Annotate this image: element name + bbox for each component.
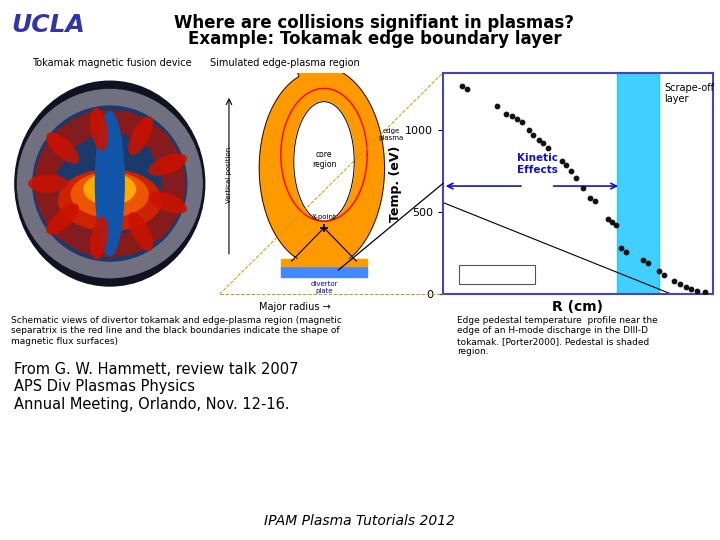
Point	[500, 110, 512, 118]
Point	[556, 157, 567, 166]
Point	[602, 214, 613, 223]
Ellipse shape	[17, 90, 202, 278]
Ellipse shape	[117, 218, 167, 255]
Ellipse shape	[149, 154, 186, 176]
Ellipse shape	[81, 111, 138, 135]
Ellipse shape	[33, 106, 186, 261]
Ellipse shape	[96, 112, 124, 255]
Ellipse shape	[47, 204, 78, 234]
Ellipse shape	[91, 217, 107, 259]
Point	[565, 167, 577, 176]
Point	[506, 111, 518, 120]
Ellipse shape	[53, 112, 103, 150]
Text: X-point: X-point	[312, 214, 336, 220]
Point	[642, 259, 654, 267]
Polygon shape	[281, 266, 367, 276]
Text: Where are collisions signifiant in plasmas?: Where are collisions signifiant in plasm…	[174, 14, 575, 31]
Point	[533, 136, 544, 145]
Point	[590, 197, 601, 205]
Point	[537, 139, 549, 148]
Ellipse shape	[35, 153, 58, 214]
Point	[584, 193, 595, 202]
Point	[560, 160, 572, 169]
Text: Kinetic
Effects: Kinetic Effects	[517, 153, 558, 174]
Ellipse shape	[162, 153, 185, 214]
Point	[615, 244, 626, 253]
Ellipse shape	[117, 112, 167, 150]
Ellipse shape	[84, 174, 135, 205]
Point	[528, 131, 539, 139]
Text: Tokamak magnetic fusion device: Tokamak magnetic fusion device	[32, 57, 192, 68]
X-axis label: R (cm): R (cm)	[552, 300, 603, 314]
Ellipse shape	[58, 170, 161, 231]
Point	[491, 102, 503, 110]
Text: From G. W. Hammett, review talk 2007
APS Div Plasmas Physics
Annual Meeting, Orl: From G. W. Hammett, review talk 2007 APS…	[14, 362, 299, 411]
Bar	[617, 73, 659, 294]
Text: divertor
plate: divertor plate	[310, 281, 338, 294]
Text: Example: Tokamak edge boundary layer: Example: Tokamak edge boundary layer	[188, 30, 561, 48]
Text: edge
plasma: edge plasma	[378, 129, 404, 141]
Point	[610, 221, 621, 230]
Ellipse shape	[37, 126, 72, 180]
Text: Edge pedestal temperature  profile near the
edge of an H-mode discharge in the D: Edge pedestal temperature profile near t…	[457, 316, 658, 356]
Point	[675, 280, 686, 289]
Point	[621, 247, 632, 256]
Text: UCLA: UCLA	[11, 14, 85, 37]
Ellipse shape	[91, 109, 107, 150]
Text: core
region: core region	[312, 150, 336, 169]
Text: Simulated edge-plasma region: Simulated edge-plasma region	[210, 57, 359, 68]
Point	[456, 82, 467, 90]
Point	[523, 126, 535, 134]
Text: Major radius →: Major radius →	[259, 302, 331, 313]
Text: Vertical position: Vertical position	[226, 147, 232, 203]
Point	[577, 184, 589, 192]
Text: IPAM Plasma Tutorials 2012: IPAM Plasma Tutorials 2012	[264, 514, 456, 528]
Point	[517, 118, 528, 126]
Point	[462, 85, 473, 93]
Polygon shape	[294, 102, 354, 221]
Ellipse shape	[15, 81, 204, 286]
Ellipse shape	[37, 187, 72, 241]
Ellipse shape	[47, 133, 78, 163]
Text: Scrape-off
layer: Scrape-off layer	[664, 83, 714, 104]
Bar	[459, 265, 534, 285]
Point	[511, 114, 523, 123]
Y-axis label: Temp. (eV): Temp. (eV)	[390, 145, 402, 222]
Ellipse shape	[129, 213, 153, 250]
Text: Schematic views of divertor tokamak and edge-plasma region (magnetic
separatrix : Schematic views of divertor tokamak and …	[11, 316, 342, 346]
Polygon shape	[281, 259, 367, 266]
Ellipse shape	[148, 187, 182, 241]
Point	[680, 282, 691, 291]
Ellipse shape	[53, 218, 103, 255]
Point	[658, 271, 670, 280]
Polygon shape	[259, 66, 384, 270]
Point	[690, 287, 702, 295]
Ellipse shape	[129, 117, 153, 154]
Point	[571, 173, 582, 182]
Ellipse shape	[71, 172, 148, 217]
Point	[606, 218, 617, 226]
Ellipse shape	[149, 192, 186, 213]
Point	[653, 266, 665, 275]
Point	[542, 144, 554, 153]
Point	[685, 284, 697, 293]
Point	[699, 287, 711, 296]
Ellipse shape	[97, 174, 122, 193]
Ellipse shape	[148, 126, 182, 180]
Point	[668, 277, 680, 286]
Point	[636, 255, 648, 264]
Ellipse shape	[29, 176, 68, 192]
Ellipse shape	[81, 232, 138, 256]
